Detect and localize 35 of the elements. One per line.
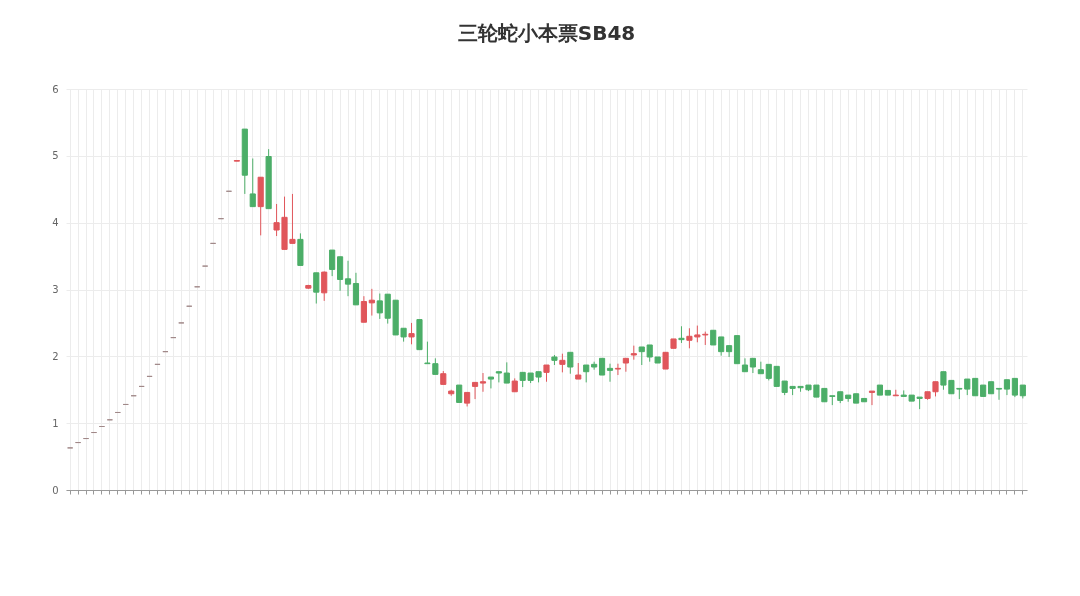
candlestick: [606, 363, 614, 383]
y-tick-label: 3: [52, 284, 59, 295]
y-tick-label: 5: [52, 150, 59, 162]
candlestick: [591, 361, 598, 371]
y-tick-label: 0: [52, 484, 59, 496]
candlestick: [726, 345, 733, 358]
candlestick: [622, 357, 629, 373]
candlestick: [495, 371, 502, 383]
chart-title: 三轮蛇小本票SB48: [457, 21, 636, 45]
candlestick: [1011, 377, 1018, 398]
candlestick: [360, 295, 367, 323]
candlestick: [559, 353, 566, 373]
candlestick: [718, 336, 725, 357]
candlestick: [741, 357, 749, 373]
candlestick: [313, 272, 320, 305]
candlestick: [408, 322, 415, 345]
candlestick: [487, 376, 495, 389]
candlestick: [344, 260, 352, 297]
candlestick: [352, 272, 360, 306]
candlestick: [249, 158, 256, 208]
candlestick: [471, 381, 479, 400]
y-tick-label: 1: [52, 417, 59, 429]
candlestick: [329, 249, 336, 277]
candlestick: [567, 351, 574, 375]
candlestick: [995, 387, 1003, 401]
candlestick: [614, 363, 622, 376]
candlestick: [868, 390, 876, 406]
candlestick: [503, 361, 510, 384]
candlestick: [368, 288, 375, 317]
candlestick: [321, 270, 328, 302]
y-tick-label: 2: [52, 350, 59, 362]
y-tick-label: 6: [52, 83, 59, 95]
candlestick: [479, 372, 487, 393]
candlestick: [337, 256, 344, 292]
y-tick-label: 4: [52, 217, 59, 229]
